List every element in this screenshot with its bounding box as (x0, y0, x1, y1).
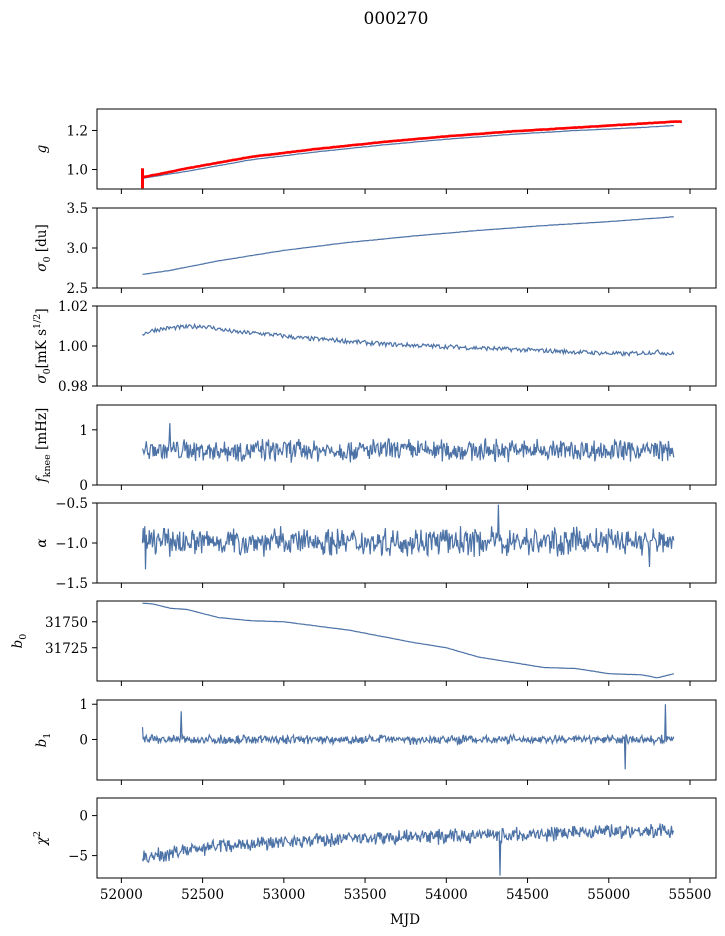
panel-frame (96, 600, 717, 682)
panel-7: 0 1 b1 (34, 697, 717, 785)
y-tick-label: 0 (79, 478, 88, 494)
y-tick-label: 0 (79, 809, 88, 825)
y-tick-label: 31750 (45, 615, 88, 631)
series-line-1 (142, 216, 674, 275)
y-tick-label: 3.5 (67, 201, 88, 217)
panel-8: −5 0 52000 52500 53000 53500 54000 54500 55000 55… (32, 797, 717, 903)
y-tick-label: 31725 (45, 641, 88, 657)
y-tick-label: 1 (79, 423, 88, 439)
panel-1: 1.0 1.2 g (34, 108, 717, 194)
panel-3: 0.98 1.00 1.02 σ0[mK s1/2] (32, 299, 717, 395)
y-axis-label: g (34, 144, 50, 153)
y-tick-label: 1.00 (58, 339, 88, 355)
panel-frame (96, 404, 717, 486)
y-tick-label: 1.02 (58, 299, 88, 315)
x-tick-label: 55000 (587, 887, 630, 903)
y-tick-label: 3.0 (67, 241, 88, 257)
x-axis-label: MJD (390, 912, 420, 928)
x-tick-label: 52000 (100, 887, 143, 903)
series-line-2 (142, 120, 683, 179)
series-line-1 (141, 504, 675, 570)
panel-6: 31725 31750 b0 (10, 600, 717, 686)
y-tick-label: 0.98 (58, 379, 88, 395)
x-tick-label: 53000 (262, 887, 305, 903)
y-tick-label: −0.5 (55, 496, 88, 512)
series-line-1 (141, 823, 675, 876)
y-tick-label: 0 (79, 732, 88, 748)
x-tick-label: 55500 (669, 887, 712, 903)
series-line-1 (141, 423, 675, 463)
y-tick-label: −5 (68, 849, 88, 865)
y-axis-label: χ2 (32, 831, 50, 846)
panel-5: −1.5 −1.0 −0.5 α (34, 496, 717, 592)
panel-frame (96, 797, 717, 879)
panel-frame (96, 699, 717, 781)
series-line-1 (142, 322, 675, 357)
panel-2: 2.5 3.0 3.5 σ0 [du] (34, 201, 717, 297)
series-line-1 (142, 602, 675, 679)
y-tick-label: −1.0 (55, 536, 88, 552)
y-axis-label: α (34, 538, 50, 547)
series-line-1 (141, 704, 675, 770)
y-axis-label: fknee [mHz] (34, 408, 53, 484)
y-axis-label: σ0[mK s1/2] (32, 308, 53, 383)
x-tick-label: 52500 (181, 887, 224, 903)
y-tick-label: −1.5 (55, 576, 88, 592)
x-tick-label: 54500 (506, 887, 549, 903)
y-axis-label: b1 (34, 733, 53, 748)
y-tick-label: 1.0 (67, 162, 88, 178)
y-tick-label: 1.2 (67, 123, 88, 139)
panel-frame (96, 108, 717, 190)
panel-4: 0 1 fknee [mHz] (34, 404, 717, 494)
y-tick-label: 2.5 (67, 281, 88, 297)
y-axis-label: σ0 [du] (34, 224, 53, 271)
figure-title: 000270 (364, 9, 429, 29)
x-tick-label: 54000 (425, 887, 468, 903)
y-tick-label: 1 (79, 697, 88, 713)
y-axis-label: b0 (10, 634, 29, 649)
panels: 1.0 1.2 g 2.5 3.0 3.5 σ0 [du] 0.98 1.00 1.02 σ0[mK… (10, 108, 717, 903)
series-line-1 (142, 125, 674, 179)
x-tick-label: 53500 (344, 887, 387, 903)
